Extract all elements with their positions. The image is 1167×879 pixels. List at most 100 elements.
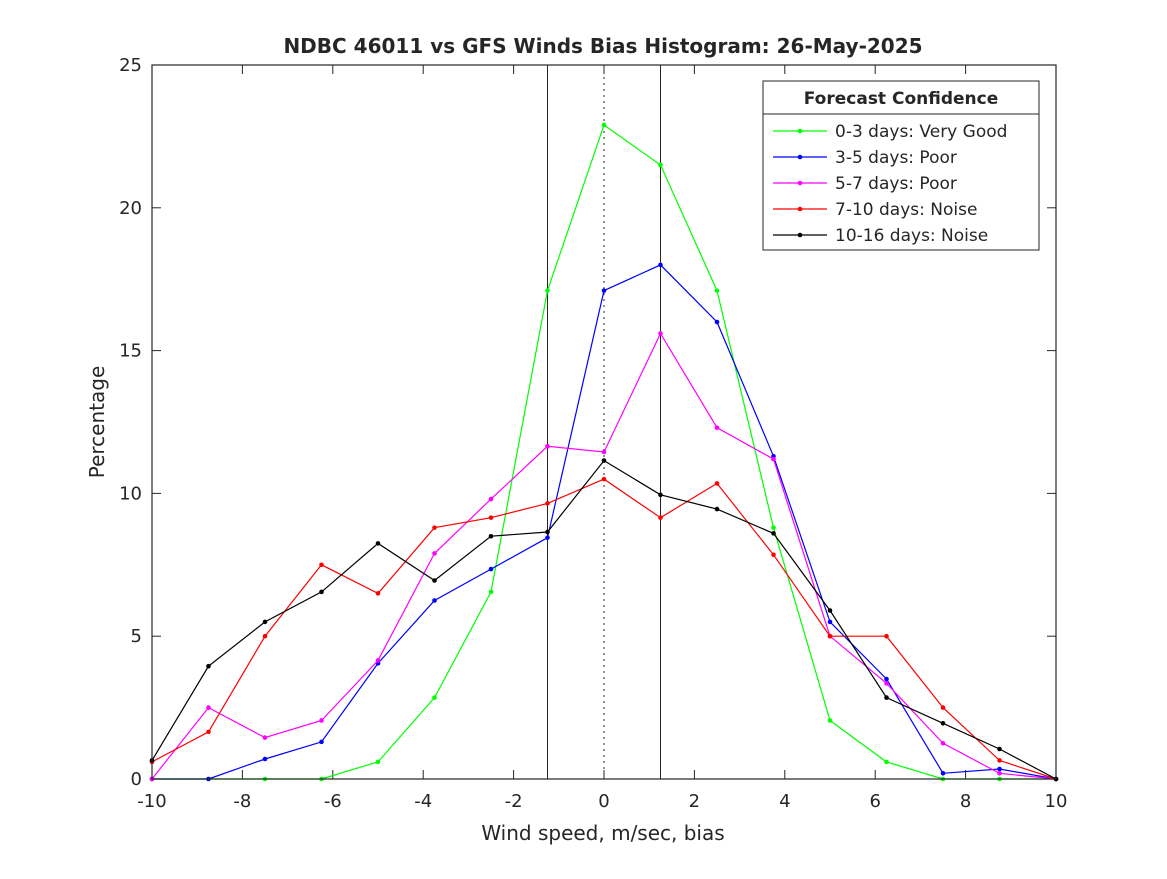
series-2-point xyxy=(432,598,437,603)
series-4-point xyxy=(206,729,211,735)
y-tick-label: 20 xyxy=(119,198,142,219)
series-2-point xyxy=(884,676,889,682)
series-5-point xyxy=(545,529,550,535)
series-4-point xyxy=(319,562,324,568)
series-3-point xyxy=(884,681,889,686)
series-1-point xyxy=(714,288,720,293)
series-1-point xyxy=(827,718,833,723)
series-3-point xyxy=(432,551,437,556)
x-tick-label: 4 xyxy=(779,791,790,812)
legend-marker-3 xyxy=(797,180,803,186)
series-2-point xyxy=(940,770,946,776)
series-2-point xyxy=(827,619,833,625)
x-tick-label: 8 xyxy=(960,791,971,812)
series-1-point xyxy=(884,759,889,765)
series-2-point xyxy=(997,766,1002,772)
series-5-point xyxy=(432,578,437,583)
series-4-point xyxy=(601,476,607,482)
series-5-point xyxy=(319,589,324,595)
series-3-point xyxy=(771,456,776,462)
series-5-point xyxy=(262,619,268,625)
legend-entry-3: 5-7 days: Poor xyxy=(835,174,957,194)
series-3-point xyxy=(319,718,324,723)
legend-box xyxy=(762,80,1040,251)
series-5-point xyxy=(884,695,889,700)
series-3-point xyxy=(206,705,211,710)
series-3-point xyxy=(488,496,494,502)
series-4-point xyxy=(771,552,776,558)
chart-title: NDBC 46011 vs GFS Winds Bias Histogram: … xyxy=(283,34,922,58)
series-4-point xyxy=(262,633,268,639)
series-4-point xyxy=(658,515,663,520)
x-axis-label: Wind speed, m/sec, bias xyxy=(481,821,724,845)
series-2-point xyxy=(601,288,607,293)
series-4-point xyxy=(432,525,437,530)
series-3-point xyxy=(601,449,607,455)
series-5-point xyxy=(375,541,381,546)
series-2-point xyxy=(714,319,720,325)
series-1-point xyxy=(545,288,550,293)
y-tick-label: 15 xyxy=(119,341,142,362)
series-5-point xyxy=(827,608,833,613)
y-axis-label: Percentage xyxy=(85,366,109,479)
series-2-point xyxy=(319,739,324,745)
y-tick-label: 5 xyxy=(131,626,142,647)
series-2-point xyxy=(488,566,494,572)
series-5-point xyxy=(940,721,946,726)
series-1-point xyxy=(488,589,494,595)
series-3-point xyxy=(262,735,268,740)
series-5-point xyxy=(206,663,211,669)
series-1-point xyxy=(601,122,607,128)
series-4-point xyxy=(375,591,381,596)
series-5-point xyxy=(601,458,607,463)
legend-entry-2: 3-5 days: Poor xyxy=(835,148,957,168)
series-4-point xyxy=(940,705,946,710)
plot-frame xyxy=(151,64,1057,780)
x-tick-label: 6 xyxy=(869,791,880,812)
legend-marker-5 xyxy=(797,232,803,238)
series-2-point xyxy=(658,262,663,268)
legend-entry-5: 10-16 days: Noise xyxy=(835,226,988,246)
series-3-point xyxy=(658,331,663,336)
y-tick-label: 25 xyxy=(119,55,142,76)
x-tick-label: 2 xyxy=(689,791,700,812)
series-3-point xyxy=(714,425,720,431)
series-1-point xyxy=(658,162,663,168)
series-4-point xyxy=(545,501,550,506)
series-4-point xyxy=(997,758,1002,763)
y-tick-label: 0 xyxy=(131,769,142,790)
series-4-point xyxy=(488,515,494,520)
series-5-point xyxy=(997,746,1002,752)
series-3-point xyxy=(375,658,381,663)
series-3-point xyxy=(997,770,1002,776)
series-5-point xyxy=(658,492,663,498)
legend-title: Forecast Confidence xyxy=(804,89,999,109)
series-2-point xyxy=(545,535,550,540)
legend-marker-2 xyxy=(797,154,803,160)
x-tick-label: -8 xyxy=(233,791,251,812)
series-5-point xyxy=(714,506,720,512)
x-tick-label: -10 xyxy=(137,791,166,812)
x-tick-label: -6 xyxy=(324,791,342,812)
series-3-point xyxy=(940,741,946,746)
x-tick-label: -4 xyxy=(414,791,432,812)
series-3-point xyxy=(545,443,550,449)
legend-entry-1: 0-3 days: Very Good xyxy=(835,122,1007,142)
y-tick-label: 10 xyxy=(119,483,142,504)
series-2-point xyxy=(262,756,268,762)
legend-entry-4: 7-10 days: Noise xyxy=(835,200,977,220)
series-5-point xyxy=(488,533,494,539)
legend-marker-1 xyxy=(797,128,803,134)
legend-marker-4 xyxy=(797,206,803,212)
series-1-point xyxy=(771,525,776,530)
series-1-point xyxy=(432,695,437,700)
series-4-point xyxy=(827,633,833,639)
x-tick-label: -2 xyxy=(505,791,523,812)
series-5-point xyxy=(771,531,776,536)
series-4-point xyxy=(884,633,889,639)
series-1-point xyxy=(375,759,381,765)
x-tick-label: 0 xyxy=(598,791,609,812)
series-4-point xyxy=(714,481,720,486)
